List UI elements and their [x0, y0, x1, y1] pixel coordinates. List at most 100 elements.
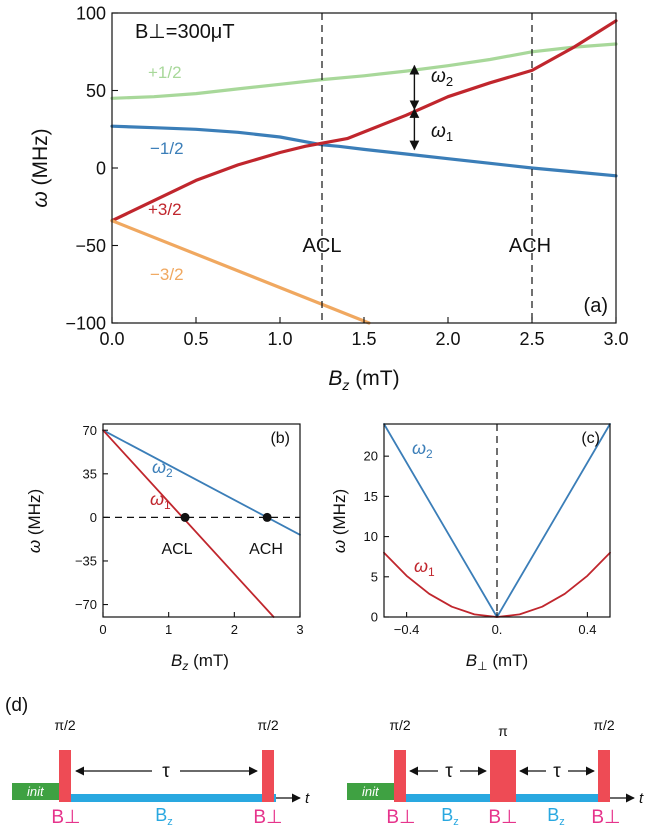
- panel-c-ytick-label-0: 0: [371, 610, 378, 625]
- pulse-pi-half-2: [262, 750, 274, 802]
- time-label: t: [305, 790, 310, 807]
- panel-b-point-1: [262, 512, 272, 522]
- panel-a-ticks: 0.0 0.5 1.0 1.5 2.0 2.5 3.0 −100 −50 0 50 100: [65, 3, 628, 349]
- pulse-label-1: π/2: [54, 717, 76, 733]
- panel-c-omega2-sub: 2: [426, 447, 433, 461]
- series-label-plus-half: +1/2: [148, 63, 182, 82]
- panel-c-xtick-label-2: 0.4: [578, 622, 596, 637]
- arrow-label-omega1-sub: 1: [446, 129, 453, 144]
- pulse-pi-half-1: [59, 750, 71, 802]
- panel-b-xlabel-sub: z: [181, 659, 188, 673]
- panel-a-ytick-label-4: 100: [76, 3, 106, 23]
- vline-label-acl: ACL: [303, 235, 342, 257]
- bz-label-main: B: [155, 805, 167, 825]
- bz-bar: [59, 794, 276, 802]
- panel-b-point-label-ach: ACH: [249, 541, 283, 558]
- panel-c-ylabel-main: ω: [330, 540, 349, 553]
- panel-a-xlabel: Bz (mT): [328, 367, 399, 393]
- panel-a-series-line-0: [110, 42, 618, 100]
- panel-b-omega1-main: ω: [150, 489, 164, 509]
- bz-label-right-2-main: B: [547, 805, 559, 825]
- panel-a-annotation: B⊥=300μT: [135, 21, 235, 43]
- panel-c-series-label-omega2: ω2: [412, 438, 433, 461]
- panel-a-xlabel-unit: (mT): [349, 367, 399, 390]
- tau-label-bg: [152, 762, 180, 780]
- time-label-right: t: [639, 790, 644, 807]
- panel-a-series-line-3: [110, 219, 371, 325]
- panel-b-series-line-1: [102, 429, 275, 618]
- panel-b-frame: [102, 423, 301, 618]
- panel-c-ylabel: ω (MHz): [330, 489, 349, 553]
- tau-label-right-1: τ: [445, 761, 453, 782]
- bz-label-right-1: Bz: [441, 805, 459, 828]
- panel-c-xlabel-unit: (mT): [488, 651, 529, 670]
- panel-b-xtick-label-1: 1: [165, 622, 172, 637]
- panel-c-ytick-label-4: 20: [364, 449, 378, 464]
- panel-b-ytick-label-3: −35: [75, 554, 97, 569]
- bperp-label-right-1: B⊥: [386, 807, 415, 828]
- panel-a-xtick-label-3: 1.5: [351, 329, 376, 349]
- panel-b-ylabel-main: ω: [25, 540, 44, 553]
- panel-a-label: (a): [584, 295, 608, 317]
- panel-c-xtick-label-0: −0.4: [394, 622, 420, 637]
- sequence-left: init t π/2 π/2 τ B⊥ B⊥ Bz: [12, 717, 310, 828]
- arrow-label-omega2-sub: 2: [446, 74, 453, 89]
- panel-c-ticks: −0.4 0. 0.4 0 5 10 15 20: [364, 449, 597, 637]
- pulse-label-2: π/2: [257, 717, 279, 733]
- bz-label-right-1-main: B: [441, 805, 453, 825]
- pulse-label-right-1: π/2: [389, 717, 411, 733]
- panel-b-ytick-label-4: −70: [75, 597, 97, 612]
- panel-b-points: [180, 512, 272, 522]
- panel-a-ytick-label-1: −50: [75, 236, 106, 256]
- panel-b-series-label-omega1: ω1: [150, 489, 171, 512]
- panel-a-xlabel-main: B: [328, 367, 342, 390]
- init-label-right: init: [362, 784, 380, 799]
- panel-a-ytick-label-2: 0: [96, 158, 106, 178]
- panel-a-ylabel-unit: (MHz): [29, 128, 52, 191]
- bz-label-sub: z: [167, 816, 173, 828]
- panel-c-omega2-main: ω: [412, 438, 426, 458]
- pulse-pi-half-right-1: [394, 750, 406, 802]
- panel-b-xlabel-unit: (mT): [188, 651, 229, 670]
- panel-b-label: (b): [270, 430, 290, 447]
- tau-label-bg-right-1: [438, 762, 460, 780]
- panel-c-omega1-sub: 1: [428, 565, 435, 579]
- panel-b-xtick-label-0: 0: [99, 622, 106, 637]
- panel-a-xtick-label-0: 0.0: [99, 329, 124, 349]
- panel-a-xtick-label-6: 3.0: [603, 329, 628, 349]
- panel-a-xtick-label-2: 1.0: [267, 329, 292, 349]
- init-block: [12, 783, 59, 800]
- pulse-label-right-3: π/2: [593, 717, 615, 733]
- init-block-right: [347, 783, 394, 800]
- panel-a-series: [110, 19, 618, 325]
- panel-b-ytick-label-2: 0: [90, 510, 97, 525]
- series-label-minus-half: −1/2: [150, 139, 184, 158]
- panel-c-label: (c): [581, 430, 600, 447]
- bz-label: Bz: [155, 805, 173, 828]
- panel-b-xlabel-main: B: [171, 651, 182, 670]
- panel-a-vlines: [321, 13, 533, 323]
- panel-c-xtick-label-1: 0.: [492, 622, 503, 637]
- bz-label-right-2: Bz: [547, 805, 565, 828]
- panel-b-xlabel: Bz (mT): [171, 651, 229, 673]
- sequence-right: init t π/2 π π/2 τ τ B⊥ B⊥ B⊥ Bz Bz: [347, 717, 644, 828]
- panel-b-series: [102, 429, 301, 618]
- panel-d-label: (d): [5, 695, 28, 716]
- panel-b-omega2-main: ω: [152, 457, 166, 477]
- series-label-minus-three-half: −3/2: [150, 265, 184, 284]
- pulse-pi-half-right-2: [598, 750, 610, 802]
- vline-label-ach: ACH: [509, 235, 551, 257]
- panel-b-omega2-sub: 2: [166, 466, 173, 480]
- tau-label-bg-right-2: [546, 762, 568, 780]
- arrow-label-omega2: ω2: [431, 66, 453, 89]
- pulse-label-right-2: π: [498, 723, 508, 739]
- arrow-label-omega1: ω1: [431, 121, 453, 144]
- bz-label-right-2-sub: z: [559, 816, 565, 828]
- panel-c-ytick-label-2: 10: [364, 529, 378, 544]
- panel-a-ytick-label-3: 50: [86, 81, 106, 101]
- bperp-label-right-2: B⊥: [488, 807, 517, 828]
- init-label: init: [27, 784, 45, 799]
- panel-c-xlabel: B⊥ (mT): [466, 651, 528, 673]
